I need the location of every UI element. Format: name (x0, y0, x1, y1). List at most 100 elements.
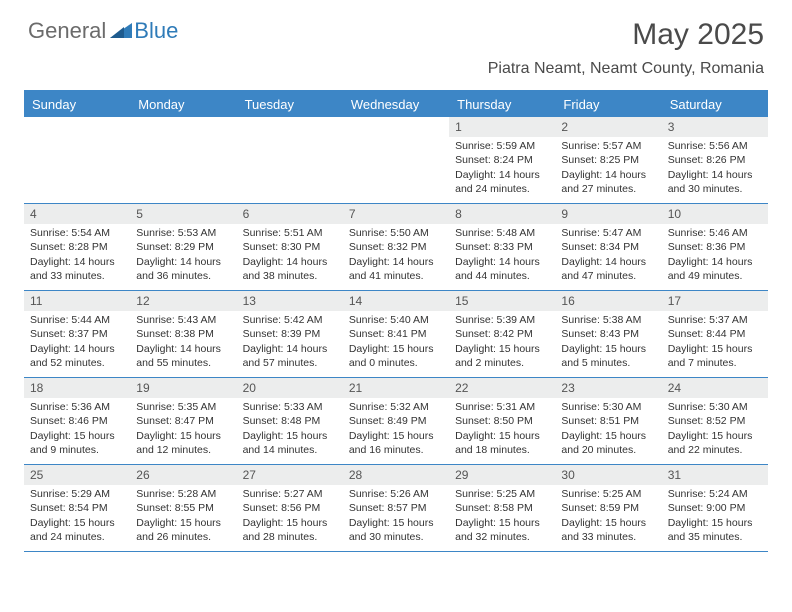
sunrise-text: Sunrise: 5:44 AM (30, 313, 124, 327)
dayhead-saturday: Saturday (662, 92, 768, 117)
daylight-text: Daylight: 15 hours and 33 minutes. (561, 516, 655, 544)
daylight-text: Daylight: 14 hours and 27 minutes. (561, 168, 655, 196)
date-number: 5 (130, 204, 236, 224)
logo-triangle-icon (110, 20, 132, 43)
daylight-text: Daylight: 15 hours and 9 minutes. (30, 429, 124, 457)
sunset-text: Sunset: 8:25 PM (561, 153, 655, 167)
sunrise-text: Sunrise: 5:32 AM (349, 400, 443, 414)
dayhead-row: SundayMondayTuesdayWednesdayThursdayFrid… (24, 92, 768, 117)
sunrise-text: Sunrise: 5:37 AM (668, 313, 762, 327)
sunset-text: Sunset: 8:30 PM (243, 240, 337, 254)
calendar: SundayMondayTuesdayWednesdayThursdayFrid… (24, 90, 768, 552)
day-cell: 22Sunrise: 5:31 AMSunset: 8:50 PMDayligh… (449, 378, 555, 464)
daylight-text: Daylight: 15 hours and 12 minutes. (136, 429, 230, 457)
daylight-text: Daylight: 15 hours and 16 minutes. (349, 429, 443, 457)
day-cell: 19Sunrise: 5:35 AMSunset: 8:47 PMDayligh… (130, 378, 236, 464)
daylight-text: Daylight: 15 hours and 24 minutes. (30, 516, 124, 544)
dayhead-monday: Monday (130, 92, 236, 117)
daylight-text: Daylight: 15 hours and 0 minutes. (349, 342, 443, 370)
sunrise-text: Sunrise: 5:48 AM (455, 226, 549, 240)
logo-text-general: General (28, 18, 106, 44)
sunrise-text: Sunrise: 5:25 AM (455, 487, 549, 501)
date-number: 16 (555, 291, 661, 311)
date-number: 18 (24, 378, 130, 398)
sunset-text: Sunset: 8:55 PM (136, 501, 230, 515)
cell-body: Sunrise: 5:57 AMSunset: 8:25 PMDaylight:… (555, 137, 661, 200)
date-number: 4 (24, 204, 130, 224)
sunset-text: Sunset: 8:28 PM (30, 240, 124, 254)
cell-body: Sunrise: 5:33 AMSunset: 8:48 PMDaylight:… (237, 398, 343, 461)
logo: General Blue (28, 18, 178, 44)
sunset-text: Sunset: 8:36 PM (668, 240, 762, 254)
date-number: 8 (449, 204, 555, 224)
cell-body: Sunrise: 5:31 AMSunset: 8:50 PMDaylight:… (449, 398, 555, 461)
date-number: 21 (343, 378, 449, 398)
date-number: 17 (662, 291, 768, 311)
sunrise-text: Sunrise: 5:53 AM (136, 226, 230, 240)
sunset-text: Sunset: 8:33 PM (455, 240, 549, 254)
sunset-text: Sunset: 8:24 PM (455, 153, 549, 167)
sunset-text: Sunset: 8:58 PM (455, 501, 549, 515)
sunrise-text: Sunrise: 5:40 AM (349, 313, 443, 327)
cell-body: Sunrise: 5:42 AMSunset: 8:39 PMDaylight:… (237, 311, 343, 374)
cell-body: Sunrise: 5:53 AMSunset: 8:29 PMDaylight:… (130, 224, 236, 287)
daylight-text: Daylight: 14 hours and 47 minutes. (561, 255, 655, 283)
date-number: 30 (555, 465, 661, 485)
sunset-text: Sunset: 8:34 PM (561, 240, 655, 254)
day-cell: 3Sunrise: 5:56 AMSunset: 8:26 PMDaylight… (662, 117, 768, 203)
date-number: 2 (555, 117, 661, 137)
sunrise-text: Sunrise: 5:51 AM (243, 226, 337, 240)
daylight-text: Daylight: 15 hours and 18 minutes. (455, 429, 549, 457)
date-number: 11 (24, 291, 130, 311)
daylight-text: Daylight: 15 hours and 32 minutes. (455, 516, 549, 544)
cell-body: Sunrise: 5:59 AMSunset: 8:24 PMDaylight:… (449, 137, 555, 200)
cell-body: Sunrise: 5:30 AMSunset: 8:52 PMDaylight:… (662, 398, 768, 461)
sunrise-text: Sunrise: 5:29 AM (30, 487, 124, 501)
cell-body: Sunrise: 5:24 AMSunset: 9:00 PMDaylight:… (662, 485, 768, 548)
cell-body: Sunrise: 5:37 AMSunset: 8:44 PMDaylight:… (662, 311, 768, 374)
day-cell: 6Sunrise: 5:51 AMSunset: 8:30 PMDaylight… (237, 204, 343, 290)
day-cell (237, 117, 343, 203)
date-number (237, 117, 343, 137)
day-cell: 31Sunrise: 5:24 AMSunset: 9:00 PMDayligh… (662, 465, 768, 551)
daylight-text: Daylight: 14 hours and 41 minutes. (349, 255, 443, 283)
sunrise-text: Sunrise: 5:26 AM (349, 487, 443, 501)
sunset-text: Sunset: 8:49 PM (349, 414, 443, 428)
day-cell: 9Sunrise: 5:47 AMSunset: 8:34 PMDaylight… (555, 204, 661, 290)
daylight-text: Daylight: 14 hours and 44 minutes. (455, 255, 549, 283)
sunset-text: Sunset: 8:48 PM (243, 414, 337, 428)
date-number: 27 (237, 465, 343, 485)
day-cell: 28Sunrise: 5:26 AMSunset: 8:57 PMDayligh… (343, 465, 449, 551)
sunrise-text: Sunrise: 5:30 AM (668, 400, 762, 414)
daylight-text: Daylight: 14 hours and 36 minutes. (136, 255, 230, 283)
day-cell: 11Sunrise: 5:44 AMSunset: 8:37 PMDayligh… (24, 291, 130, 377)
day-cell: 21Sunrise: 5:32 AMSunset: 8:49 PMDayligh… (343, 378, 449, 464)
sunrise-text: Sunrise: 5:27 AM (243, 487, 337, 501)
daylight-text: Daylight: 14 hours and 52 minutes. (30, 342, 124, 370)
sunrise-text: Sunrise: 5:31 AM (455, 400, 549, 414)
sunset-text: Sunset: 8:38 PM (136, 327, 230, 341)
daylight-text: Daylight: 15 hours and 14 minutes. (243, 429, 337, 457)
title-block: May 2025 Piatra Neamt, Neamt County, Rom… (488, 18, 764, 78)
week-row: 4Sunrise: 5:54 AMSunset: 8:28 PMDaylight… (24, 204, 768, 291)
sunset-text: Sunset: 8:52 PM (668, 414, 762, 428)
day-cell: 13Sunrise: 5:42 AMSunset: 8:39 PMDayligh… (237, 291, 343, 377)
sunset-text: Sunset: 8:43 PM (561, 327, 655, 341)
daylight-text: Daylight: 15 hours and 26 minutes. (136, 516, 230, 544)
cell-body: Sunrise: 5:32 AMSunset: 8:49 PMDaylight:… (343, 398, 449, 461)
sunrise-text: Sunrise: 5:59 AM (455, 139, 549, 153)
cell-body: Sunrise: 5:43 AMSunset: 8:38 PMDaylight:… (130, 311, 236, 374)
date-number: 28 (343, 465, 449, 485)
sunrise-text: Sunrise: 5:38 AM (561, 313, 655, 327)
day-cell: 20Sunrise: 5:33 AMSunset: 8:48 PMDayligh… (237, 378, 343, 464)
date-number: 15 (449, 291, 555, 311)
cell-body: Sunrise: 5:29 AMSunset: 8:54 PMDaylight:… (24, 485, 130, 548)
sunset-text: Sunset: 8:59 PM (561, 501, 655, 515)
sunset-text: Sunset: 8:26 PM (668, 153, 762, 167)
daylight-text: Daylight: 15 hours and 30 minutes. (349, 516, 443, 544)
day-cell: 24Sunrise: 5:30 AMSunset: 8:52 PMDayligh… (662, 378, 768, 464)
sunrise-text: Sunrise: 5:46 AM (668, 226, 762, 240)
day-cell: 5Sunrise: 5:53 AMSunset: 8:29 PMDaylight… (130, 204, 236, 290)
cell-body: Sunrise: 5:47 AMSunset: 8:34 PMDaylight:… (555, 224, 661, 287)
sunset-text: Sunset: 8:32 PM (349, 240, 443, 254)
